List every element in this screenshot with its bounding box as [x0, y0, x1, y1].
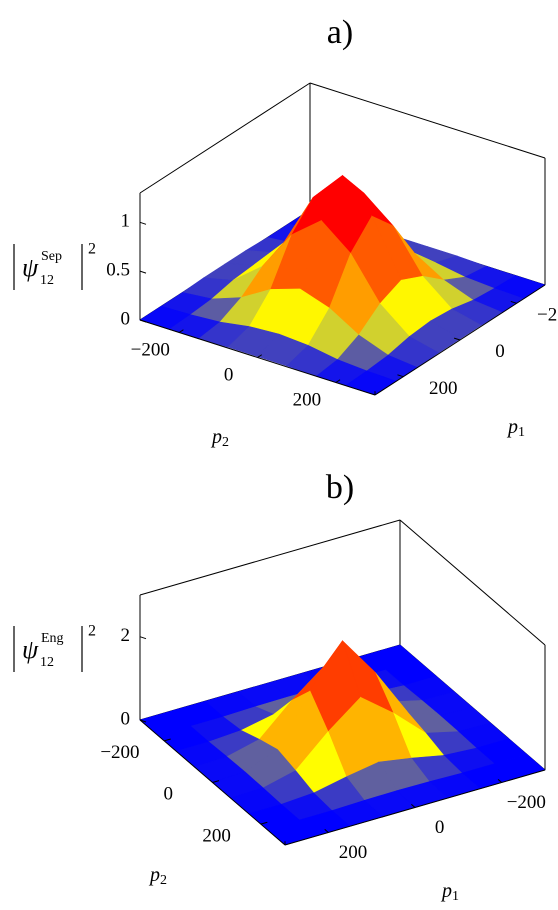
y-tick	[335, 379, 341, 383]
y-tick-label: −200	[131, 340, 170, 361]
z-tick	[139, 636, 147, 640]
y-tick-label: 200	[202, 825, 231, 846]
x-axis-label-subscript: 1	[452, 889, 459, 904]
z-tick-label: 0	[121, 308, 131, 329]
box-edge	[309, 82, 546, 159]
x-axis-label: p1	[506, 416, 525, 441]
z-tick	[139, 270, 147, 274]
y-axis-label-symbol: p	[210, 426, 222, 448]
x-tick-label: −200	[507, 792, 546, 813]
x-tick	[497, 778, 502, 783]
x-tick-label: −200	[537, 304, 558, 325]
z-label-symbol: ψ	[22, 253, 39, 282]
x-tick-label: 0	[435, 817, 445, 838]
x-axis-label-subscript: 1	[518, 425, 525, 440]
x-tick-label: 200	[429, 378, 458, 399]
z-label-power: 2	[88, 623, 96, 640]
y-tick	[212, 780, 220, 783]
z-tick	[139, 319, 147, 323]
y-tick-label: 0	[224, 365, 234, 386]
x-tick	[324, 828, 329, 833]
z-axis-label: ψ 12 Sep 2	[13, 241, 96, 290]
z-label-subscript: 12	[40, 655, 54, 670]
y-tick	[164, 738, 171, 742]
z-tick	[139, 221, 147, 225]
x-tick-label: 0	[495, 341, 505, 362]
x-tick	[510, 300, 517, 304]
y-tick	[260, 821, 268, 825]
x-axis-label-symbol: p	[440, 880, 452, 902]
y-axis-label: p2	[148, 864, 167, 889]
y-axis-label-subscript: 2	[160, 873, 167, 888]
box-edge	[399, 519, 546, 646]
z-tick-label: 0.5	[106, 260, 130, 281]
z-label-power: 2	[88, 241, 96, 258]
y-tick-label: 0	[164, 784, 174, 805]
y-tick	[257, 354, 263, 358]
x-tick-label: 200	[339, 842, 368, 863]
z-label-superscript: Eng	[41, 631, 64, 646]
z-label-symbol: ψ	[22, 635, 39, 664]
z-tick-label: 0	[121, 708, 131, 729]
y-tick-label: −200	[100, 742, 139, 763]
z-label-superscript: Sep	[41, 249, 62, 264]
box-edge	[139, 519, 401, 596]
x-tick	[411, 803, 416, 808]
chart-title: b)	[326, 469, 354, 506]
y-axis-label-symbol: p	[148, 864, 160, 886]
y-tick-label: 200	[293, 390, 322, 411]
x-tick	[453, 337, 461, 341]
chart-title: a)	[327, 14, 353, 51]
z-label-subscript: 12	[40, 273, 54, 288]
y-tick	[178, 329, 184, 333]
y-axis-label-subscript: 2	[222, 435, 229, 450]
x-tick	[397, 374, 404, 378]
x-axis-label-symbol: p	[506, 416, 518, 438]
z-tick	[139, 719, 147, 723]
z-axis-label: ψ 12 Eng 2	[13, 623, 96, 672]
box-edge	[139, 82, 311, 194]
x-axis-label: p1	[440, 880, 459, 905]
z-tick-label: 1	[121, 211, 131, 232]
y-axis-label: p2	[210, 426, 229, 451]
z-tick-label: 2	[121, 625, 131, 646]
